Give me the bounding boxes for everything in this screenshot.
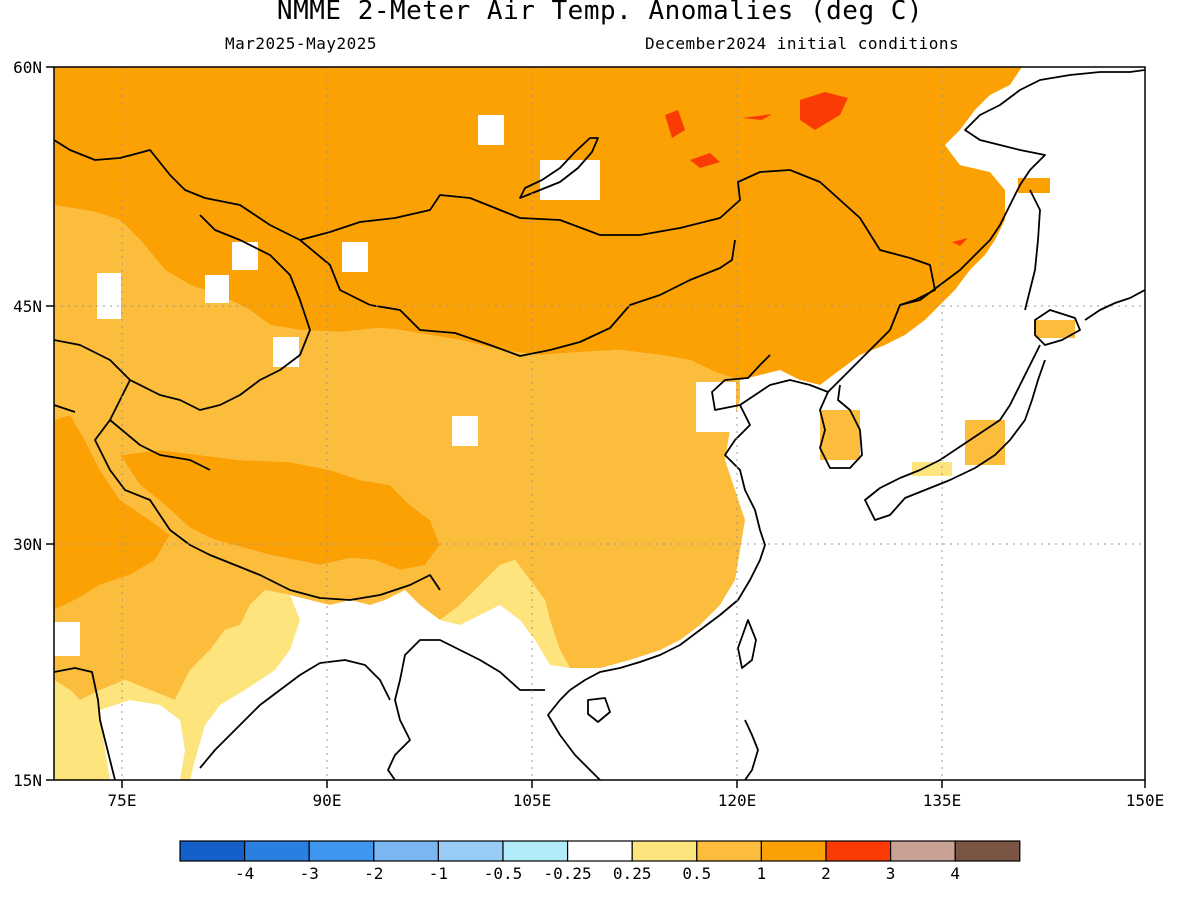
anomaly-1to2-west <box>54 415 170 610</box>
coast-india-east <box>199 659 391 769</box>
anomaly-0.25to0.5-south <box>440 560 570 668</box>
colorbar-label: -4 <box>235 864 254 883</box>
anomaly-white-india <box>100 700 185 780</box>
coast-india-west <box>54 667 116 780</box>
colorbar-label: -0.5 <box>484 864 523 883</box>
map-frame <box>53 66 1146 781</box>
colorbar-label: 2 <box>821 864 831 883</box>
coast-hokkaido <box>1034 309 1081 346</box>
anomaly-neutral-northeast <box>735 67 1145 780</box>
lon-tick-label: 120E <box>718 791 757 810</box>
coast-hainan <box>587 697 611 723</box>
colorbar-label: 1 <box>757 864 767 883</box>
colorbar-label: -0.25 <box>544 864 592 883</box>
colorbar: -4 -3 -2 -1 -0.5 -0.25 0.25 0.5 1 2 3 4 <box>179 840 1021 883</box>
coast-russia-pacific <box>899 69 1145 306</box>
colorbar-label: 0.25 <box>613 864 652 883</box>
coast-sakhalin <box>1024 189 1041 311</box>
colorbar-swatch <box>566 840 633 862</box>
coast-korea <box>819 329 891 469</box>
anomaly-japan-2 <box>912 462 952 476</box>
colorbar-swatch <box>502 840 569 862</box>
colorbar-swatch <box>244 840 310 862</box>
colorbar-label: -1 <box>429 864 448 883</box>
lon-tick-label: 150E <box>1126 791 1165 810</box>
anomaly-2to3-5 <box>952 238 968 246</box>
anomaly-2to3-1 <box>800 92 848 130</box>
colorbar-swatch <box>696 840 762 862</box>
border-mongolia-china <box>299 239 736 357</box>
lake-cell-6 <box>273 337 299 367</box>
colorbar-swatch <box>954 840 1021 862</box>
coastlines-and-borders <box>54 69 1145 780</box>
colorbar-swatch <box>179 840 246 862</box>
colorbar-swatch <box>373 840 439 862</box>
anomaly-japan <box>965 420 1005 465</box>
anomaly-2to3-4 <box>742 114 772 120</box>
lat-tick-label: 60N <box>13 58 42 77</box>
colorbar-label: 4 <box>950 864 960 883</box>
shaded-field <box>54 67 1145 780</box>
colorbar-swatch <box>437 840 504 862</box>
anomaly-2to3-2 <box>665 110 685 138</box>
lake-baikal <box>519 137 599 199</box>
anomaly-hokkaido <box>1035 320 1075 338</box>
lon-tick-label: 135E <box>923 791 962 810</box>
lake-cell-2 <box>97 273 121 319</box>
lake-cell-7 <box>452 416 478 446</box>
lake-cell-9 <box>54 622 80 656</box>
lon-tick-label: 75E <box>108 791 137 810</box>
lat-tick-label: 30N <box>13 535 42 554</box>
anomaly-sakhalin <box>1018 178 1050 193</box>
forecast-period: Mar2025-May2025 <box>225 34 377 53</box>
coast-indochina <box>387 639 601 780</box>
lat-tick-label: 15N <box>13 771 42 790</box>
anomaly-1to2-north <box>54 67 1022 385</box>
colorbar-swatch <box>825 840 892 862</box>
colorbar-swatch <box>631 840 698 862</box>
lake-cell-5 <box>205 275 229 303</box>
border-central-asia <box>54 339 211 531</box>
lake-cell-4 <box>342 242 368 272</box>
map-title: NMME 2-Meter Air Temp. Anomalies (deg C) <box>276 0 924 26</box>
lon-tick-label: 105E <box>513 791 552 810</box>
coast-china-east <box>569 354 829 691</box>
lake-baikal-cell <box>540 160 600 200</box>
border-xinjiang <box>129 214 311 411</box>
colorbar-swatch <box>308 840 375 862</box>
border-north <box>54 139 936 331</box>
coast-philippines <box>744 719 759 780</box>
lat-tick-label: 45N <box>13 297 42 316</box>
initial-conditions: December2024 initial conditions <box>645 34 960 53</box>
colorbar-label: 3 <box>886 864 896 883</box>
colorbar-label: 0.5 <box>682 864 711 883</box>
anomaly-2to3-3 <box>690 153 720 168</box>
coast-japan <box>864 344 1046 521</box>
axis-ticks <box>46 66 1146 788</box>
colorbar-label: -2 <box>364 864 383 883</box>
colorbar-swatch <box>760 840 827 862</box>
coast-taiwan <box>737 619 757 669</box>
anomaly-0.5to1-central <box>54 205 745 700</box>
colorbar-swatch <box>889 840 956 862</box>
coast-kurils <box>1084 289 1145 321</box>
lake-cell-1 <box>478 115 504 145</box>
border-himalaya <box>169 529 441 601</box>
colorbar-label: -3 <box>300 864 319 883</box>
lon-tick-label: 90E <box>313 791 342 810</box>
